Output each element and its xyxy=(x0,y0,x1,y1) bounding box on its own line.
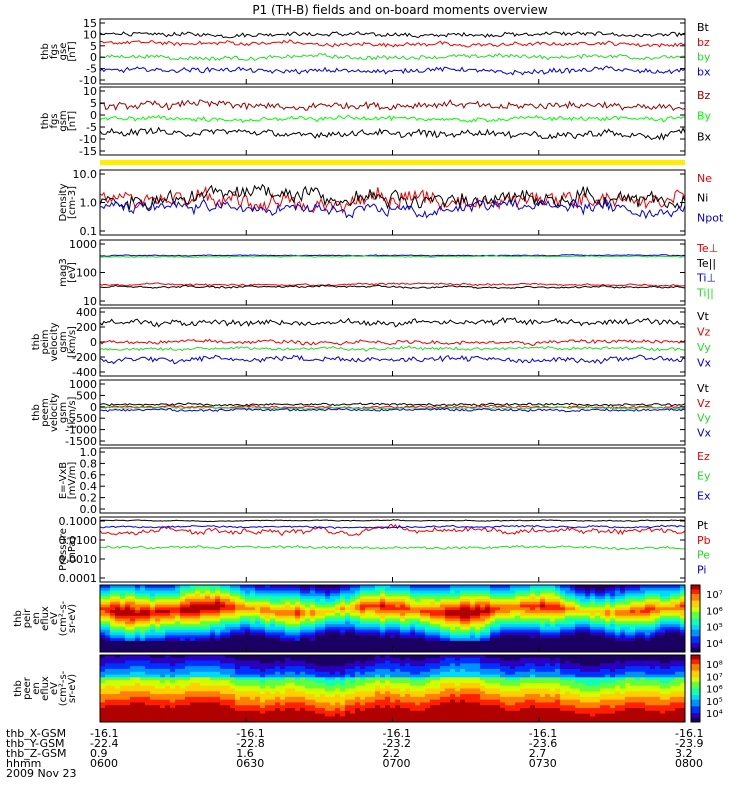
ytick-label: 400 xyxy=(76,306,97,319)
panel-frame xyxy=(100,19,685,84)
ytick-label: 0.1 xyxy=(80,225,98,238)
legend-Vz: Vz xyxy=(697,397,711,410)
series-Ne xyxy=(100,187,685,212)
series-By xyxy=(100,115,685,122)
legend-Vx: Vx xyxy=(697,426,712,439)
legend-bx: bx xyxy=(697,65,711,78)
spectrogram-electron xyxy=(100,655,686,723)
legend-Pe: Pe xyxy=(697,549,710,562)
legend-Vt: Vt xyxy=(697,382,710,395)
legend-Ex: Ex xyxy=(697,489,711,502)
legend-Bz: Bz xyxy=(697,89,711,102)
panel-9-ylabel: sr-eV) xyxy=(67,604,78,633)
legend-Bt: Bt xyxy=(697,21,710,34)
legend-Bx: Bx xyxy=(697,130,712,143)
series-Bx xyxy=(100,128,685,140)
panel-1-ylabel: [nT] xyxy=(67,41,78,61)
panels-group: thbfgsgse[nT]151050-5-10Btbzbybxthbfgsgs… xyxy=(13,17,724,723)
series-Vt xyxy=(100,318,685,327)
panel-3-ylabel: [cm-3] xyxy=(67,186,78,219)
panel-6: thbpeemvelocitygsm[km/s]10005000-500-100… xyxy=(31,378,712,448)
legend-Vz: Vz xyxy=(697,326,711,339)
panel-5: thbpeimvelocitygsm[km/s]4002000-200-400V… xyxy=(31,306,712,379)
series-Vz xyxy=(100,339,685,345)
panel-frame xyxy=(100,380,685,445)
panel-10: thbpeerenefluxeV(cm²-s-sr-eV)10⁸10⁷10⁶10… xyxy=(13,655,723,723)
ytick-label: -200 xyxy=(72,351,97,364)
colorbar-tick-label: 10⁴ xyxy=(706,639,723,650)
panel-10-ylabel: sr-eV) xyxy=(67,674,78,703)
legend-Vy: Vy xyxy=(697,412,711,425)
series-Bt xyxy=(100,32,685,38)
panel-frame xyxy=(100,240,685,305)
legend-Ne: Ne xyxy=(697,172,712,185)
ytick-label: 10.0 xyxy=(73,168,98,181)
panel-2-ylabel: [nT] xyxy=(67,111,78,131)
series-bx xyxy=(100,66,685,75)
ytick-label: 1000 xyxy=(69,238,97,251)
legend-Pt: Pt xyxy=(697,519,709,532)
legend-bz: bz xyxy=(697,36,710,49)
legend-Ni: Ni xyxy=(697,192,708,205)
series-Vx xyxy=(100,355,685,364)
ytick-label: 0 xyxy=(90,336,97,349)
series-bz xyxy=(100,40,685,47)
data-availability-bar xyxy=(100,160,685,165)
panel-frame xyxy=(100,448,685,513)
panel-frame xyxy=(100,87,685,155)
legend-Pi: Pi xyxy=(697,563,706,576)
series-Vy xyxy=(100,346,685,351)
panel-frame xyxy=(100,308,685,376)
spectrogram-ion xyxy=(100,585,686,653)
ytick-label: 0.0100 xyxy=(59,534,98,547)
legend-Pb: Pb xyxy=(697,534,711,547)
ytick-label: 1.0 xyxy=(80,197,98,210)
series-Pt xyxy=(100,520,685,522)
panel-9: thbpeirenefluxeV(cm²-s-sr-eV)10⁷10⁶10⁵10… xyxy=(13,585,723,653)
series-Vt xyxy=(100,403,685,406)
colorbar-9: 10⁷ 10⁶ 10⁵ 10⁴ xyxy=(691,585,723,653)
colorbar-tick-label: 10⁷ xyxy=(706,590,723,601)
legend-Vy: Vy xyxy=(697,341,711,354)
panel-7-ylabel: [mV/m] xyxy=(67,462,78,500)
figure-title: P1 (TH-B) fields and on-board moments ov… xyxy=(252,3,548,17)
legend-Ti⊥: Ti⊥ xyxy=(696,272,716,285)
legend-Npot: Npot xyxy=(697,211,724,224)
legend-Vt: Vt xyxy=(697,310,710,323)
legend-by: by xyxy=(697,51,711,64)
ytick-label: 100 xyxy=(76,267,97,280)
colorbar-tick-label: 10⁶ xyxy=(706,606,723,617)
ytick-label: 0.0001 xyxy=(59,572,98,585)
ytick-label: -15 xyxy=(79,145,97,158)
legend-Te⊥: Te⊥ xyxy=(696,242,718,255)
legend-Te||: Te|| xyxy=(696,257,716,270)
series-Bz xyxy=(100,100,685,110)
legend-Ez: Ez xyxy=(697,450,710,463)
legend-Vx: Vx xyxy=(697,357,712,370)
series-Ti⊥ xyxy=(100,255,685,257)
legend-Ti||: Ti|| xyxy=(696,286,714,299)
legend-Ey: Ey xyxy=(697,470,711,483)
panel-8: Pressure[nPa]0.10000.01000.00100.0001PtP… xyxy=(58,515,711,585)
ytick-label: 0.0010 xyxy=(59,553,98,566)
series-by xyxy=(100,54,685,61)
ytick-label: 0.1000 xyxy=(59,515,98,528)
legend-By: By xyxy=(697,110,712,123)
series-Pe xyxy=(100,546,685,550)
colorbar-tick-label: 10⁵ xyxy=(706,623,723,634)
ytick-label: 200 xyxy=(76,321,97,334)
